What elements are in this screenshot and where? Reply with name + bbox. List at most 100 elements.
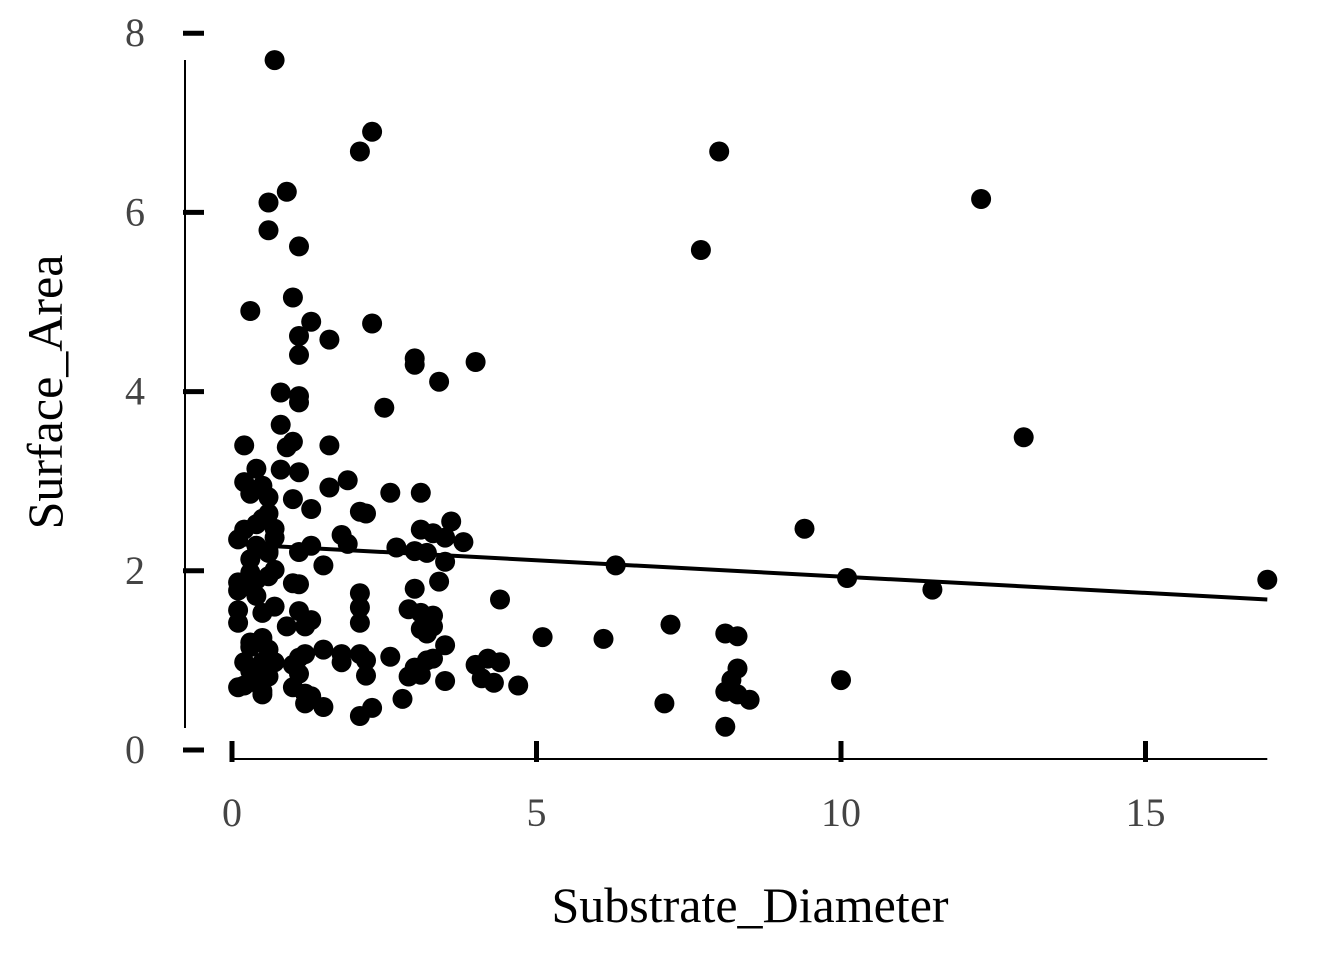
data-point [289,326,309,346]
data-point [349,583,370,604]
data-point [654,693,675,714]
data-point [258,487,279,508]
data-point [301,499,322,519]
data-point [453,532,474,553]
data-point [313,639,334,660]
data-point [228,580,249,601]
data-point [270,382,291,403]
data-point [349,597,370,618]
data-point [240,637,261,657]
data-point [392,688,413,709]
data-point [490,652,510,673]
data-point [289,392,309,413]
data-point [319,329,340,350]
data-point [301,311,322,332]
data-point [349,141,370,162]
data-point [356,650,376,671]
data-point [282,489,303,510]
y-tick-label: 6 [125,189,145,234]
data-point [337,470,358,491]
data-point [356,503,376,524]
data-point [404,354,425,375]
data-point [490,589,510,610]
data-point [258,220,279,241]
data-point [289,236,309,257]
x-tick-label: 10 [821,790,861,835]
data-point [270,459,291,480]
data-point [593,628,614,649]
data-point [435,635,456,656]
data-point [295,616,316,637]
y-axis-title: Surface_Area [17,255,73,530]
data-point [252,602,273,623]
y-tick-label: 0 [125,727,145,772]
data-point [331,652,352,673]
data-point [258,192,279,213]
data-point [1257,569,1278,590]
data-point [429,371,450,392]
x-tick-label: 0 [222,790,242,835]
data-point [660,614,681,635]
data-point [289,462,309,483]
data-point [404,578,425,599]
data-point [246,585,267,606]
data-point [246,458,267,479]
data-point [319,477,340,498]
data-point [282,287,303,308]
data-point [270,414,291,435]
data-point [228,612,249,633]
y-tick-label: 4 [125,369,145,414]
data-point [715,716,736,737]
data-point [313,555,334,576]
data-point [429,571,450,592]
data-point [289,344,309,365]
x-axis-title: Substrate_Diameter [551,877,948,933]
y-tick-label: 2 [125,548,145,593]
data-point [922,579,943,600]
data-points [228,50,1278,737]
data-point [794,518,815,539]
data-point [234,435,255,456]
data-point [690,240,711,260]
data-point [349,706,370,726]
trend-layer [231,541,1268,602]
data-point [727,626,748,647]
data-point [362,121,383,142]
data-point [739,689,760,710]
data-point [276,616,297,637]
data-point [240,483,261,504]
data-point [252,684,273,705]
data-point [289,574,309,595]
axes: 0 2 4 6 8 0 5 10 15 [125,10,1268,835]
data-point [1013,427,1034,448]
data-point [435,671,456,691]
data-point [410,619,431,639]
data-point [971,189,992,209]
trend-line [231,541,1268,602]
data-point [374,397,395,418]
data-point [441,511,462,532]
data-point [380,646,401,667]
data-point [532,627,553,648]
data-point [380,482,401,503]
data-point [240,301,261,321]
data-point [295,693,316,714]
data-point [276,437,297,458]
data-point [709,141,730,162]
data-point [831,670,851,691]
data-point [410,482,431,503]
y-tick-label: 8 [125,10,145,55]
data-point [356,665,376,686]
data-point [319,435,340,456]
data-point [264,50,285,71]
data-point [313,697,334,717]
data-point [349,612,370,633]
data-point [508,675,529,696]
x-tick-label: 5 [527,790,547,835]
data-point [276,181,297,202]
data-point [435,527,456,548]
data-point [483,672,504,693]
data-point [465,352,486,372]
x-tick-label: 15 [1126,790,1166,835]
